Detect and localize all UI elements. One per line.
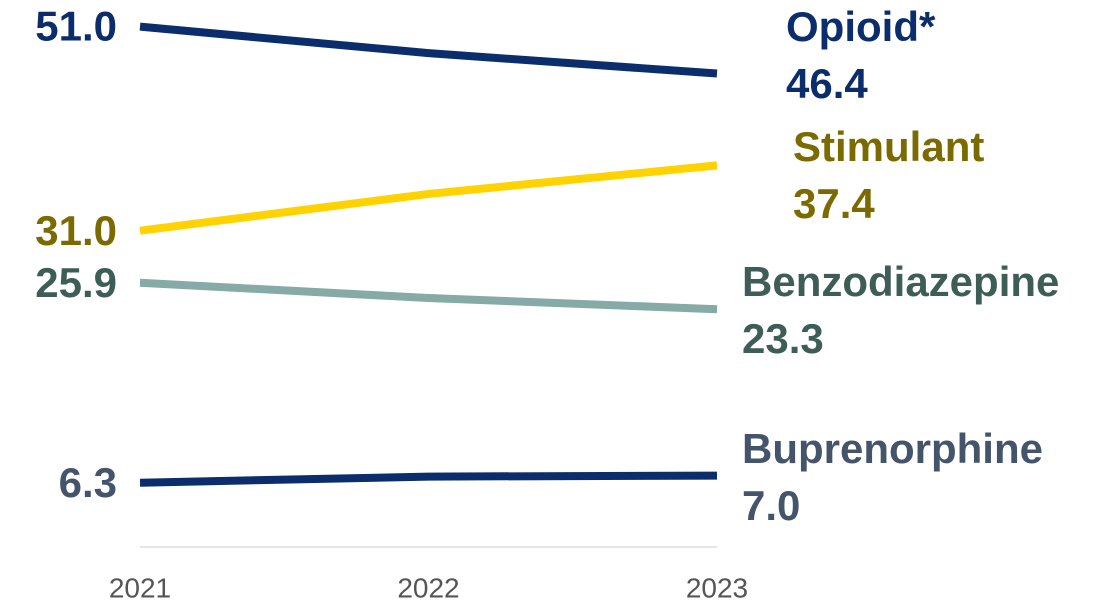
series-line: [139, 471, 718, 487]
start-value-label: 31.0: [35, 207, 117, 254]
end-value-label: 46.4: [786, 60, 868, 107]
legend-label: Opioid*: [786, 3, 936, 50]
x-tick-label: 2021: [109, 572, 171, 603]
legend-label: Benzodiazepine: [742, 258, 1059, 305]
start-value-label: 6.3: [59, 459, 117, 506]
series-line: [139, 278, 718, 314]
legend-label: Buprenorphine: [742, 425, 1043, 472]
series-line: [139, 22, 718, 78]
x-tick-label: 2022: [397, 572, 459, 603]
end-value-label: 7.0: [742, 482, 800, 529]
end-value-label: 23.3: [742, 315, 824, 362]
start-value-label: 25.9: [35, 259, 117, 306]
legend-label: Stimulant: [793, 123, 984, 170]
start-value-label: 51.0: [35, 3, 117, 50]
series-line: [139, 161, 718, 235]
end-value-label: 37.4: [793, 180, 875, 227]
x-tick-label: 2023: [686, 572, 748, 603]
